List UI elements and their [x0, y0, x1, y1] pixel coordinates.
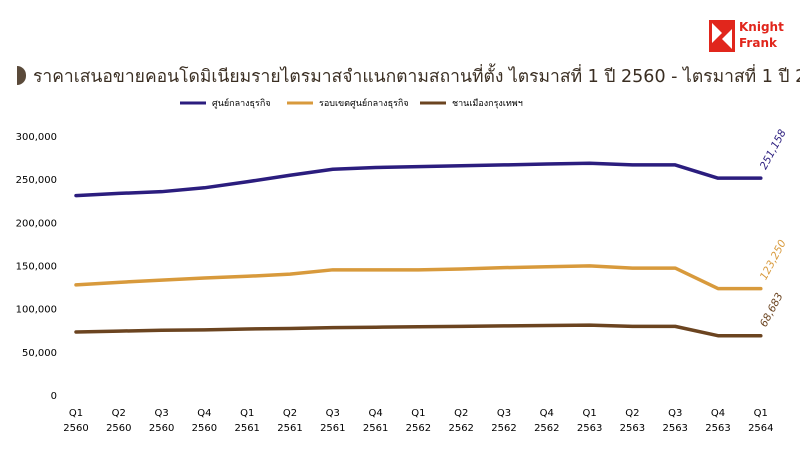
x-tick-label: Q4	[540, 408, 554, 419]
x-tick-label: Q3	[668, 408, 682, 419]
knight-frank-logo: Knight Frank	[709, 18, 784, 58]
y-tick-label: 250,000	[16, 175, 57, 186]
logo-mark-icon	[709, 20, 735, 52]
x-tick-label: Q1	[754, 408, 768, 419]
x-tick-year-label: 2563	[705, 423, 730, 434]
x-tick-year-label: 2562	[406, 423, 431, 434]
x-tick-label: Q4	[197, 408, 211, 419]
x-tick-year-label: 2563	[577, 423, 602, 434]
x-tick-label: Q3	[154, 408, 168, 419]
x-tick-label: Q1	[240, 408, 254, 419]
x-tick-label: Q4	[368, 408, 382, 419]
x-tick-label: Q1	[69, 408, 83, 419]
x-tick-label: Q2	[625, 408, 639, 419]
logo-text-line1: Knight	[739, 20, 784, 34]
legend-label: ศูนย์กลางธุรกิจ	[212, 97, 271, 109]
y-tick-label: 150,000	[16, 262, 57, 273]
x-tick-label: Q3	[497, 408, 511, 419]
x-tick-year-label: 2561	[363, 423, 388, 434]
title-bullet-icon	[17, 66, 26, 85]
y-tick-label: 200,000	[16, 218, 57, 229]
legend-label: ชานเมืองกรุงเทพฯ	[452, 98, 523, 109]
chart-title: ราคาเสนอขายคอนโดมิเนียมรายไตรมาสจำแนกตาม…	[33, 67, 800, 87]
y-tick-label: 0	[51, 391, 57, 402]
x-tick-year-label: 2560	[192, 423, 217, 434]
series-end-label: 68,683	[758, 291, 786, 329]
x-tick-year-label: 2562	[491, 423, 516, 434]
x-tick-label: Q2	[454, 408, 468, 419]
x-tick-year-label: 2562	[448, 423, 473, 434]
x-tick-year-label: 2564	[748, 423, 773, 434]
x-tick-label: Q3	[326, 408, 340, 419]
y-tick-label: 50,000	[22, 348, 57, 359]
logo-text-line2: Frank	[739, 36, 777, 50]
x-tick-year-label: 2561	[234, 423, 259, 434]
x-tick-label: Q2	[112, 408, 126, 419]
series-end-label: 251,158	[758, 127, 789, 171]
y-tick-label: 100,000	[16, 305, 57, 316]
x-tick-year-label: 2562	[534, 423, 559, 434]
series-line	[74, 264, 763, 291]
x-tick-year-label: 2563	[662, 423, 687, 434]
series-line	[74, 161, 763, 198]
x-tick-year-label: 2560	[63, 423, 88, 434]
series-line	[74, 323, 763, 338]
x-tick-year-label: 2561	[277, 423, 302, 434]
x-tick-label: Q2	[283, 408, 297, 419]
x-tick-year-label: 2561	[320, 423, 345, 434]
x-tick-label: Q1	[411, 408, 425, 419]
legend-label: รอบเขตศูนย์กลางธุรกิจ	[319, 97, 409, 109]
x-tick-year-label: 2560	[106, 423, 131, 434]
x-tick-year-label: 2563	[620, 423, 645, 434]
x-tick-label: Q4	[711, 408, 725, 419]
series-end-label: 123,250	[758, 238, 789, 282]
x-tick-year-label: 2560	[149, 423, 174, 434]
y-tick-label: 300,000	[16, 132, 57, 143]
x-tick-label: Q1	[582, 408, 596, 419]
